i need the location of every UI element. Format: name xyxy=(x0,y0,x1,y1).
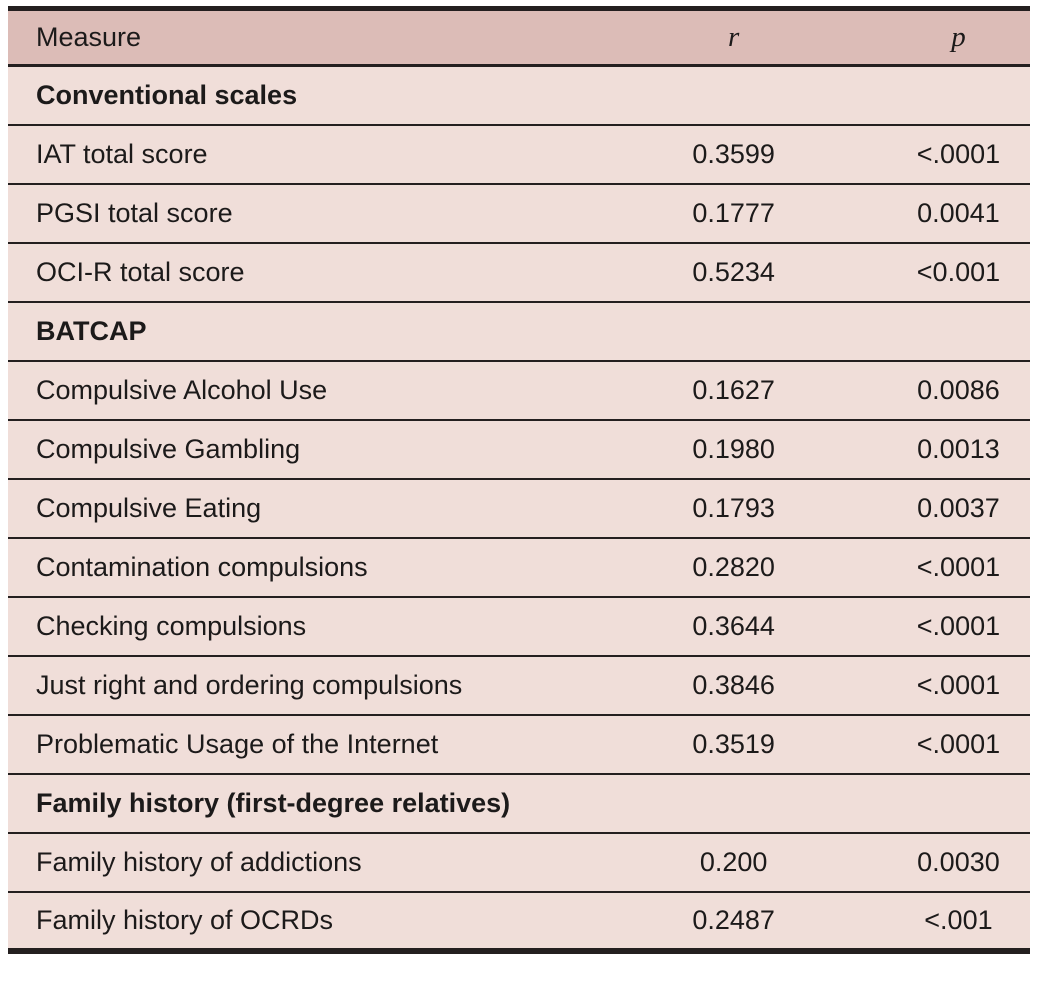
table-row: Checking compulsions 0.3644 <.0001 xyxy=(8,596,1030,657)
p-value-cell: <.0001 xyxy=(886,124,1030,185)
measure-cell: Checking compulsions xyxy=(8,596,581,657)
measure-cell: Compulsive Gambling xyxy=(8,419,581,480)
r-value-cell: 0.2820 xyxy=(580,537,887,598)
r-value-cell: 0.1627 xyxy=(580,360,887,421)
measure-cell: Contamination compulsions xyxy=(8,537,581,598)
table-row: PGSI total score 0.1777 0.0041 xyxy=(8,183,1030,244)
measure-cell: Compulsive Alcohol Use xyxy=(8,360,581,421)
measure-cell: Compulsive Eating xyxy=(8,478,581,539)
p-value-cell: <.0001 xyxy=(886,537,1030,598)
r-value-cell: 0.3519 xyxy=(580,714,887,775)
table-row: Contamination compulsions 0.2820 <.0001 xyxy=(8,537,1030,598)
section-row-family-history: Family history (first-degree relatives) xyxy=(8,773,1030,834)
p-value-cell: <.0001 xyxy=(886,655,1030,716)
correlation-table: Measure r p Conventional scales IAT tota… xyxy=(8,6,1030,954)
r-value-cell: 0.2487 xyxy=(580,891,887,951)
table-row: Compulsive Gambling 0.1980 0.0013 xyxy=(8,419,1030,480)
section-label: BATCAP xyxy=(8,301,1030,362)
p-value-cell: <0.001 xyxy=(886,242,1030,303)
measure-cell: IAT total score xyxy=(8,124,581,185)
column-header-measure: Measure xyxy=(8,8,581,67)
measure-cell: Family history of addictions xyxy=(8,832,581,893)
p-value-cell: 0.0030 xyxy=(886,832,1030,893)
r-value-cell: 0.200 xyxy=(580,832,887,893)
measure-cell: OCI-R total score xyxy=(8,242,581,303)
r-value-cell: 0.3644 xyxy=(580,596,887,657)
p-value-cell: <.0001 xyxy=(886,596,1030,657)
r-value-cell: 0.3846 xyxy=(580,655,887,716)
p-value-cell: 0.0086 xyxy=(886,360,1030,421)
p-value-cell: <.0001 xyxy=(886,714,1030,775)
table-row: Just right and ordering compulsions 0.38… xyxy=(8,655,1030,716)
r-value-cell: 0.1793 xyxy=(580,478,887,539)
column-header-p: p xyxy=(886,8,1030,67)
r-value-cell: 0.1980 xyxy=(580,419,887,480)
table-header: Measure r p xyxy=(8,8,1030,67)
table-row: IAT total score 0.3599 <.0001 xyxy=(8,124,1030,185)
measure-cell: Family history of OCRDs xyxy=(8,891,581,951)
table-row: OCI-R total score 0.5234 <0.001 xyxy=(8,242,1030,303)
section-label: Conventional scales xyxy=(8,65,1030,126)
table-row: Compulsive Alcohol Use 0.1627 0.0086 xyxy=(8,360,1030,421)
header-row: Measure r p xyxy=(8,8,1030,67)
section-label: Family history (first-degree relatives) xyxy=(8,773,1030,834)
table-row: Family history of OCRDs 0.2487 <.001 xyxy=(8,891,1030,951)
p-value-cell: 0.0013 xyxy=(886,419,1030,480)
section-row-conventional-scales: Conventional scales xyxy=(8,65,1030,126)
table-body: Conventional scales IAT total score 0.35… xyxy=(8,65,1030,951)
r-value-cell: 0.1777 xyxy=(580,183,887,244)
measure-cell: PGSI total score xyxy=(8,183,581,244)
column-header-r: r xyxy=(580,8,887,67)
p-value-cell: 0.0041 xyxy=(886,183,1030,244)
table-row: Compulsive Eating 0.1793 0.0037 xyxy=(8,478,1030,539)
p-value-cell: <.001 xyxy=(886,891,1030,951)
r-value-cell: 0.5234 xyxy=(580,242,887,303)
table-row: Family history of addictions 0.200 0.003… xyxy=(8,832,1030,893)
section-row-batcap: BATCAP xyxy=(8,301,1030,362)
table-row: Problematic Usage of the Internet 0.3519… xyxy=(8,714,1030,775)
p-value-cell: 0.0037 xyxy=(886,478,1030,539)
measure-cell: Problematic Usage of the Internet xyxy=(8,714,581,775)
r-value-cell: 0.3599 xyxy=(580,124,887,185)
measure-cell: Just right and ordering compulsions xyxy=(8,655,581,716)
